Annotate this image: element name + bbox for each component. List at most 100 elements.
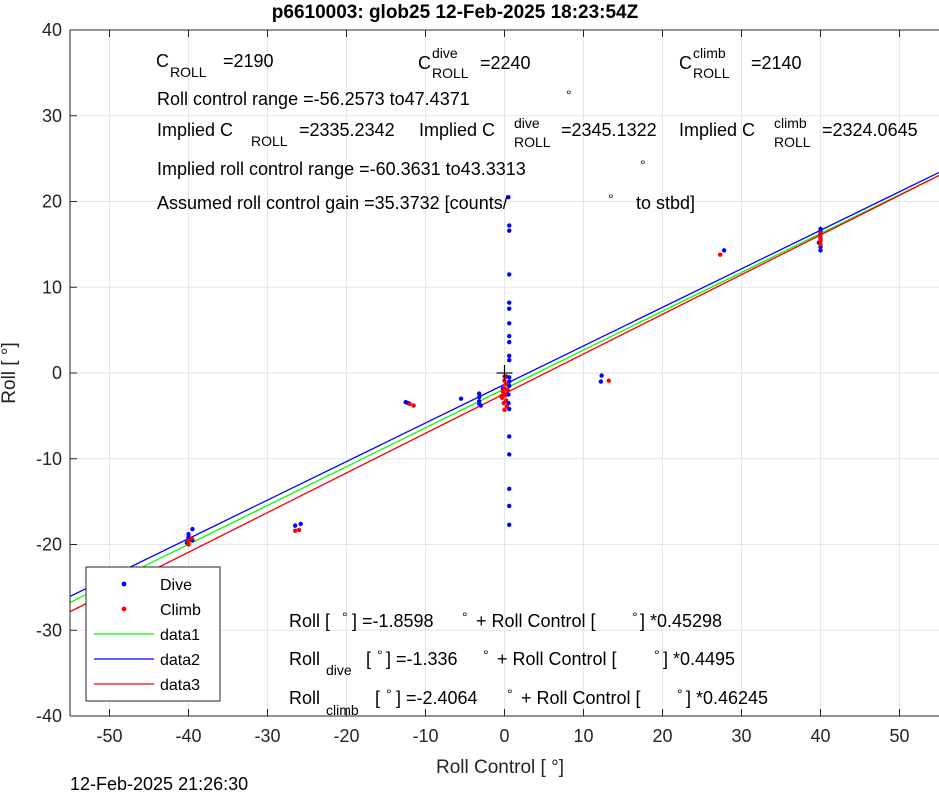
svg-text:°: ° [654,647,660,663]
svg-text:] *0.45298: ] *0.45298 [640,611,722,631]
implied-c-climb: Implied C climb ROLL =2324.0645 [679,115,918,150]
x-axis-label: Roll Control [ °] [436,757,564,778]
dive-point [507,379,512,384]
climb-point [504,404,510,409]
y-tick-labels: -40 -30 -20 -10 0 10 20 30 40 [36,20,62,726]
dive-point [186,532,191,537]
timestamp: 12-Feb-2025 21:26:30 [70,774,248,792]
dive-point [598,379,604,384]
dive-point [507,333,512,339]
svg-text:°: ° [342,609,348,625]
dive-point [721,248,727,253]
c-climb-annotation: C climb ROLL =2140 [679,45,802,81]
legend-label-data2: data2 [160,652,200,669]
assumed-gain: Assumed roll control gain =35.3732 [coun… [157,193,508,213]
c-dive-annotation: C dive ROLL =2240 [418,45,531,81]
x-tick-label: 40 [810,726,830,746]
svg-text:°: ° [386,686,392,702]
svg-text:C: C [418,53,431,73]
climb-point [499,393,504,399]
dive-point [507,353,512,359]
svg-text:climb: climb [693,45,726,61]
climb-point [505,387,510,393]
climb-point [407,401,412,407]
climb-point [292,528,298,533]
svg-text:Implied C: Implied C [419,120,495,140]
dive-point [507,434,512,439]
legend-marker-climb [121,606,127,612]
svg-text:] =-1.336: ] =-1.336 [386,649,458,669]
svg-text:=2335.2342: =2335.2342 [299,120,395,140]
svg-text:°: ° [507,686,513,702]
x-tick-label: -50 [96,726,122,746]
y-axis-label: Roll [ °] [0,342,20,403]
y-tick-label: 10 [42,277,62,297]
x-tick-label: -10 [412,726,438,746]
legend-marker-dive [121,581,127,587]
y-tick-label: 0 [52,363,62,383]
svg-text:ROLL: ROLL [251,133,288,149]
svg-text:Implied C: Implied C [157,120,233,140]
svg-text:ROLL: ROLL [432,65,469,81]
equation-roll-dive: Roll dive [ ° ] =-1.336 ° + Roll Control… [289,647,735,678]
dive-point [478,403,483,408]
implied-c-roll: Implied C ROLL =2335.2342 [157,120,395,149]
dive-point [507,321,512,326]
x-tick-label: 0 [499,726,509,746]
climb-point [818,235,823,240]
svg-text:ROLL: ROLL [170,64,207,80]
svg-text:] =-2.4064: ] =-2.4064 [396,688,478,708]
dive-point [507,503,512,509]
legend-label-dive: Dive [160,577,192,594]
climb-point [186,538,191,544]
equation-roll: Roll [ ° ] =-1.8598 ° + Roll Control [ °… [289,609,722,631]
y-tick-label: 40 [42,20,62,40]
origin-marker [496,365,513,381]
y-tick-label: 20 [42,192,62,212]
svg-text:°: ° [632,609,638,625]
svg-text:dive: dive [326,662,352,678]
svg-text:] *0.46245: ] *0.46245 [686,688,768,708]
svg-text:] =-1.8598: ] =-1.8598 [352,611,434,631]
climb-point [500,389,506,395]
svg-text:°: ° [677,686,683,702]
dive-point [507,300,512,305]
degree-glyph-1: ° [566,87,572,103]
implied-c-dive: Implied C dive ROLL =2345.1322 [419,115,657,150]
svg-text:ROLL: ROLL [774,134,811,150]
svg-text:C: C [156,51,169,71]
x-tick-label: 50 [889,726,909,746]
svg-text:C: C [679,53,692,73]
dive-point [818,248,823,253]
climb-point [411,403,416,408]
x-tick-labels: -50 -40 -30 -20 -10 0 10 20 30 40 50 [96,726,909,746]
climb-point [186,542,191,547]
x-tick-label: -40 [175,726,201,746]
svg-text:=2190: =2190 [223,51,274,71]
implied-roll-control-range: Implied roll control range =-60.3631 to4… [157,159,526,179]
svg-text:Roll: Roll [289,649,320,669]
svg-text:°: ° [462,609,468,625]
dive-point [477,394,482,400]
dive-point [506,195,511,200]
y-tick-label: -20 [36,535,62,555]
climb-point [818,231,823,236]
dive-point [507,522,512,527]
y-tick-label: -10 [36,449,62,469]
dive-point [292,523,298,528]
x-tick-label: 20 [652,726,672,746]
svg-text:climb: climb [774,115,807,131]
y-tick-label: -30 [36,620,62,640]
svg-text:dive: dive [432,45,458,61]
svg-text:[: [ [366,649,371,669]
climb-point [818,238,823,244]
svg-text:Implied C: Implied C [679,120,755,140]
axes [69,29,939,717]
svg-text:Roll: Roll [289,688,320,708]
x-tick-label: 10 [573,726,593,746]
svg-text:ROLL: ROLL [693,65,730,81]
dive-point [507,357,512,363]
climb-point [503,381,509,387]
degree-glyph-2: ° [640,157,646,173]
climb-point [503,393,508,398]
